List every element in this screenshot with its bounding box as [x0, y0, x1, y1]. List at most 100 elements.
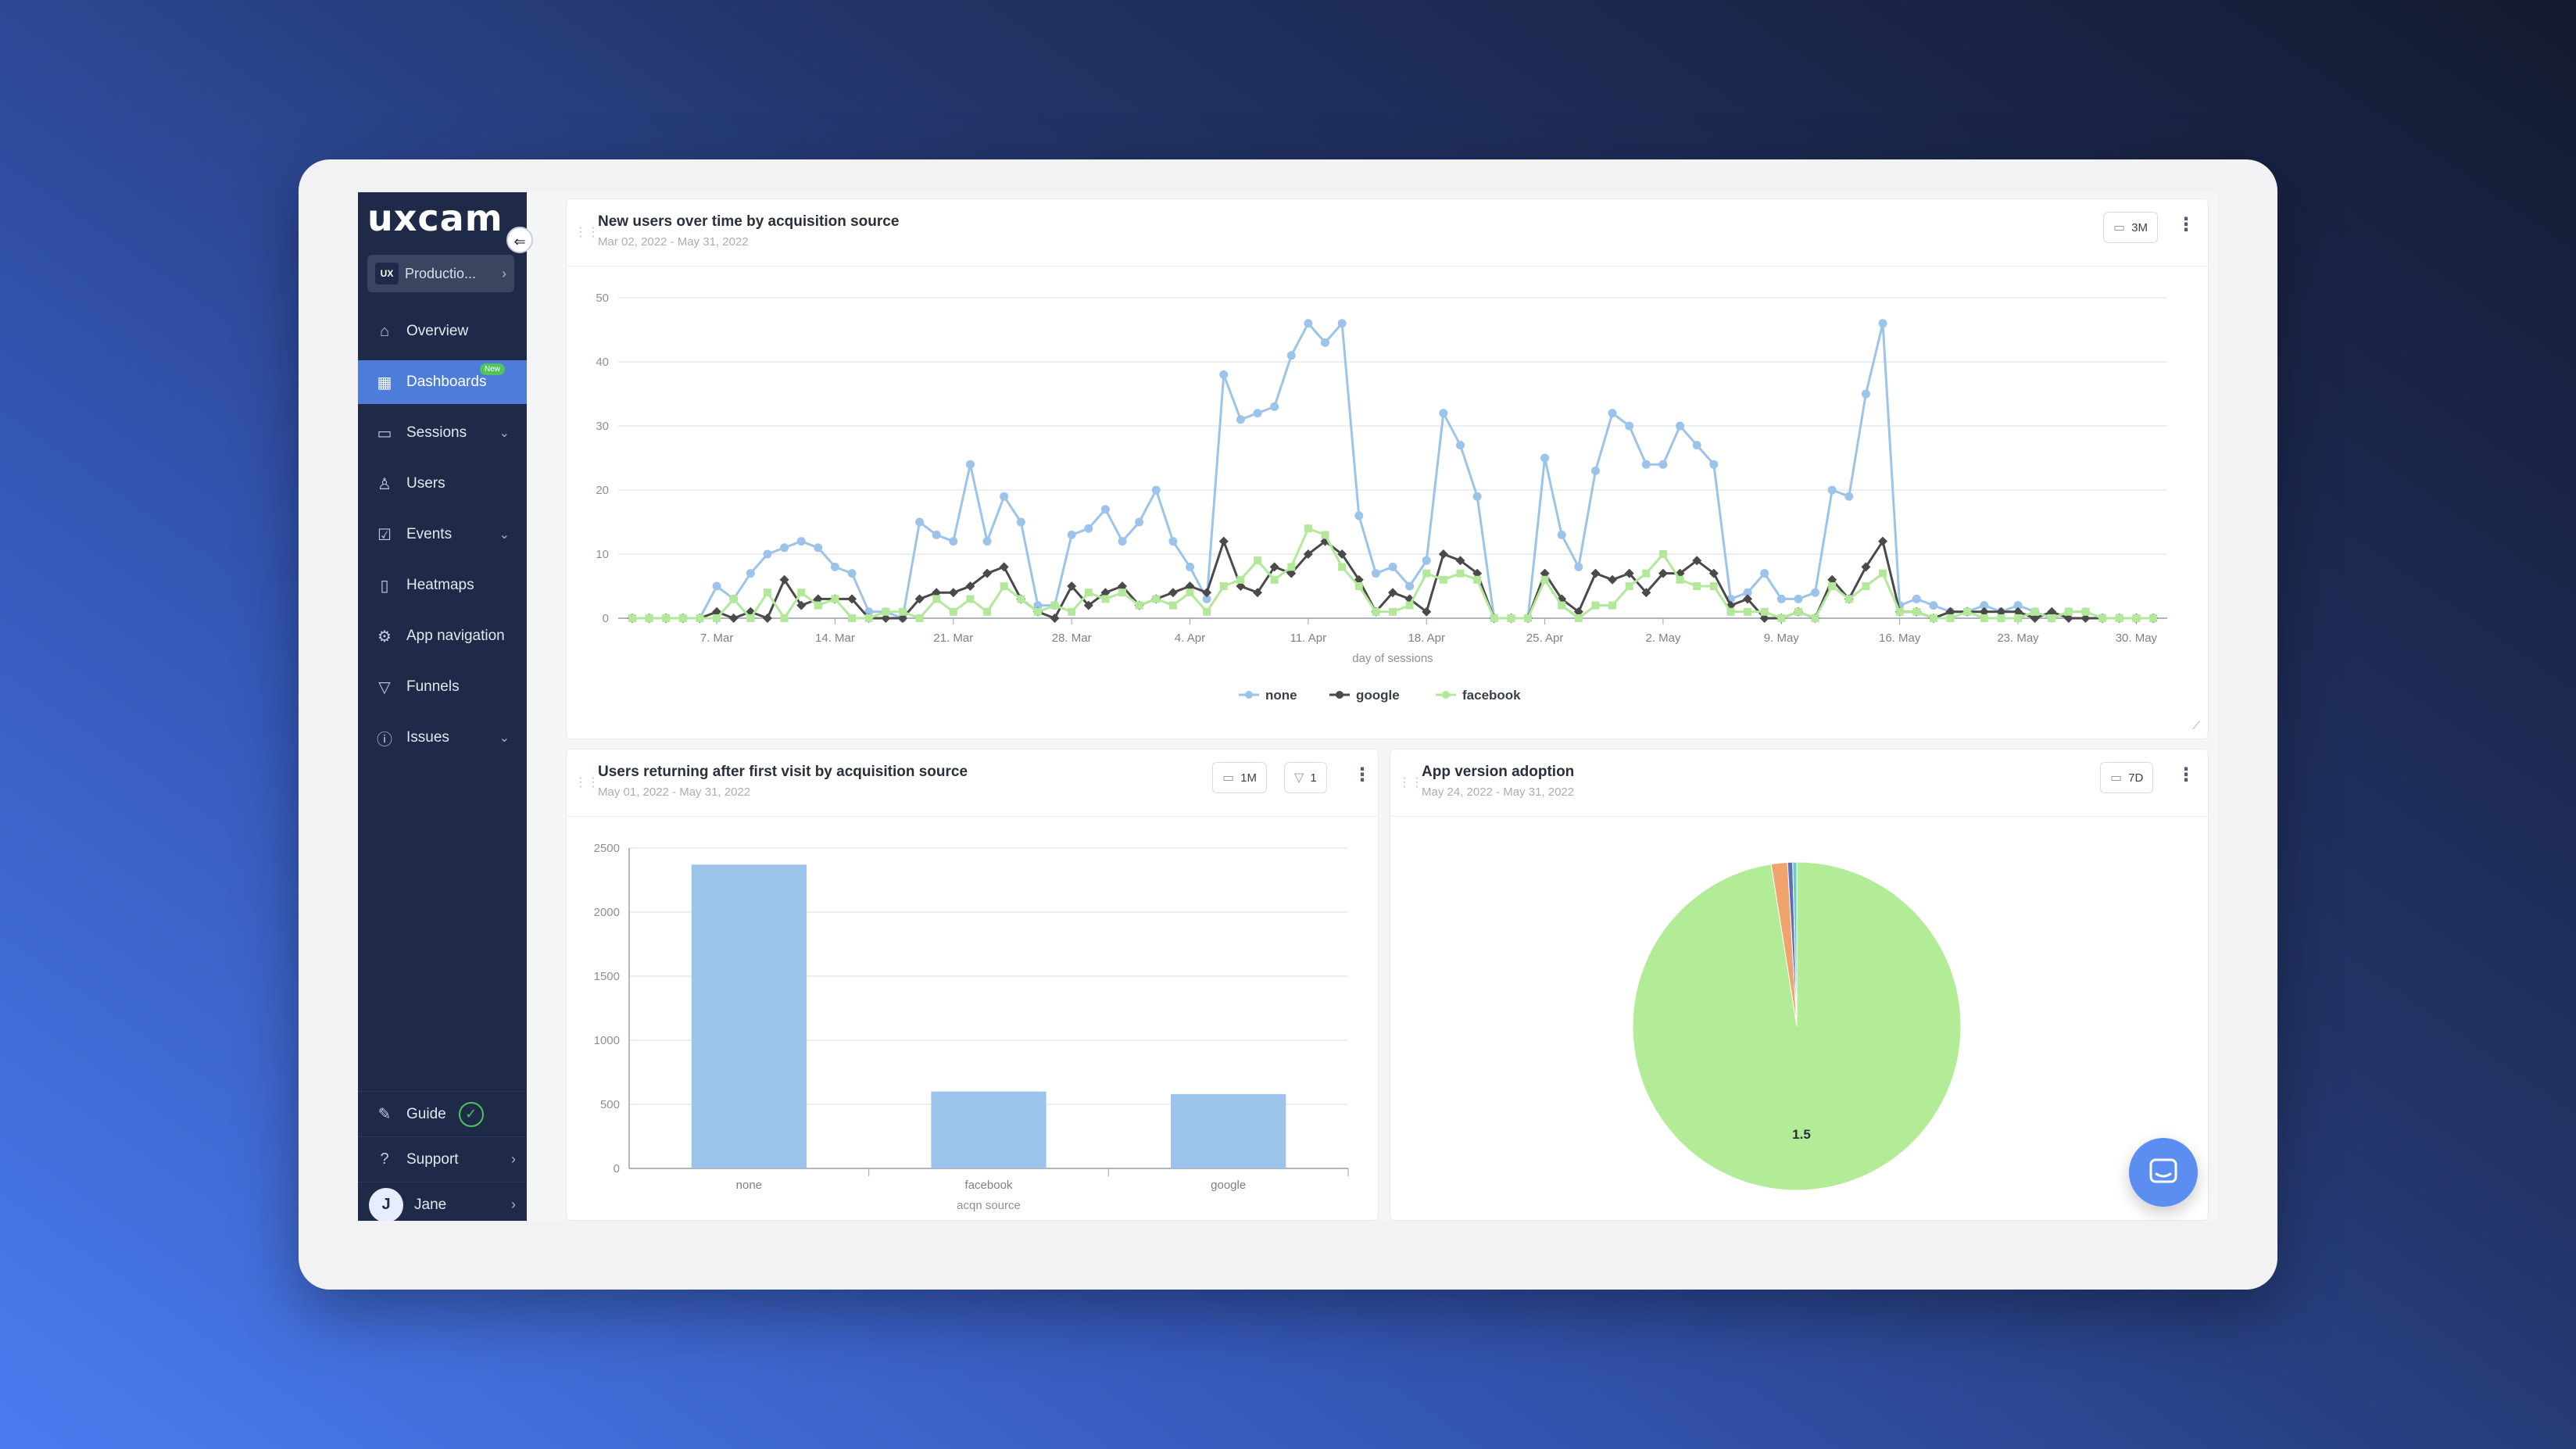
data-point-facebook	[2064, 607, 2073, 616]
card-title: App version adoption	[1422, 764, 1575, 780]
data-point-none	[1641, 460, 1651, 469]
x-tick-label: 14. Mar	[815, 631, 855, 645]
sidebar-item-dashboards[interactable]: ▦ Dashboards New	[358, 360, 527, 404]
sidebar-item-funnels[interactable]: ▽ Funnels	[358, 665, 527, 709]
data-point-google	[1624, 568, 1634, 578]
data-point-facebook	[1439, 575, 1447, 584]
data-point-none	[1270, 402, 1279, 411]
data-point-facebook	[1118, 589, 1127, 597]
drag-handle-icon[interactable]: ⋮⋮	[574, 226, 599, 239]
series-line-facebook	[632, 527, 2153, 621]
data-point-google	[1726, 600, 1736, 610]
pie-slice-3	[1792, 861, 1798, 1027]
data-point-facebook	[1879, 569, 1887, 578]
sidebar-item-support[interactable]: ? Support ›	[358, 1136, 527, 1182]
data-point-facebook	[1963, 607, 1972, 616]
data-point-google	[2013, 606, 2023, 617]
data-point-google	[1236, 581, 1246, 591]
collapse-sidebar-icon[interactable]: ⇐	[506, 227, 533, 253]
sidebar-item-app-navigation[interactable]: ⚙ App navigation	[358, 614, 527, 658]
main-nav: ⌂ Overview ▦ Dashboards New ▭ Sessions ⌄…	[358, 309, 527, 767]
range-label: 1M	[1240, 771, 1257, 785]
drag-handle-icon[interactable]: ⋮⋮	[1398, 776, 1423, 789]
calendar-icon: ▭	[1222, 771, 1235, 785]
data-point-facebook	[1658, 550, 1667, 558]
data-point-google	[1658, 568, 1668, 578]
data-point-google	[1168, 588, 1178, 598]
bar-google	[1171, 1093, 1286, 1168]
users-icon: ♙	[377, 475, 392, 493]
card-title: Users returning after first visit by acq…	[598, 764, 968, 780]
data-point-facebook	[1236, 575, 1245, 584]
data-point-facebook	[1777, 614, 1786, 622]
data-point-facebook	[1676, 575, 1684, 584]
data-point-facebook	[1760, 607, 1769, 616]
y-tick-label: 2000	[594, 906, 620, 919]
sidebar-item-events[interactable]: ☑ Events ⌄	[358, 513, 527, 556]
date-range-button[interactable]: ▭ 1M	[1212, 762, 1267, 793]
data-point-google	[1202, 588, 1212, 598]
data-point-none	[2013, 601, 2023, 610]
data-point-google	[1100, 588, 1111, 598]
sidebar-item-heatmaps[interactable]: ▯ Heatmaps	[358, 564, 527, 607]
sidebar-item-label: Events	[406, 526, 453, 542]
drag-handle-icon[interactable]: ⋮⋮	[574, 776, 599, 789]
data-point-none	[1625, 421, 1634, 431]
chat-support-button[interactable]	[2129, 1138, 2198, 1207]
sidebar-item-overview[interactable]: ⌂ Overview	[358, 309, 527, 353]
sidebar-item-users[interactable]: ♙ Users	[358, 462, 527, 506]
more-options-icon[interactable]: ⋮	[1353, 764, 1372, 785]
x-tick-label: 11. Apr	[1290, 631, 1326, 645]
project-selector[interactable]: UX Productio... ›	[367, 255, 514, 292]
data-point-none	[1929, 601, 1938, 610]
data-point-google	[1540, 568, 1550, 578]
data-point-facebook	[746, 614, 755, 622]
data-point-google	[1050, 614, 1060, 623]
card-date-range: May 01, 2022 - May 31, 2022	[598, 785, 751, 799]
legend-marker	[1336, 691, 1343, 699]
data-point-facebook	[983, 607, 992, 616]
data-point-google	[728, 614, 739, 623]
more-options-icon[interactable]: ⋮	[2177, 764, 2195, 785]
data-point-facebook	[1000, 582, 1008, 590]
data-point-none	[712, 581, 721, 591]
y-tick-label: 40	[596, 356, 609, 369]
more-options-icon[interactable]: ⋮	[2177, 214, 2195, 235]
heatmap-icon: ▯	[380, 577, 389, 595]
data-point-facebook	[797, 589, 806, 597]
pie-slice-label: 1.5	[1792, 1127, 1811, 1142]
x-tick-label: none	[736, 1179, 762, 1192]
bar-none	[691, 864, 807, 1168]
data-point-facebook	[729, 595, 738, 603]
data-point-google	[1743, 594, 1753, 604]
data-point-facebook	[1203, 607, 1211, 616]
data-point-none	[1236, 415, 1245, 424]
data-point-google	[999, 562, 1009, 572]
resize-handle-icon[interactable]: ⟋	[2192, 719, 2200, 732]
y-tick-label: 0	[603, 612, 609, 625]
data-point-none	[1776, 594, 1786, 603]
data-point-none	[1354, 511, 1364, 521]
chevron-right-icon: ›	[502, 265, 506, 281]
sessions-icon: ▭	[377, 424, 392, 442]
user-menu[interactable]: J Jane ›	[358, 1182, 527, 1221]
data-point-none	[1676, 421, 1685, 431]
uxcam-logo[interactable]: uxcam	[367, 197, 503, 239]
x-tick-label: 23. May	[1997, 631, 2039, 645]
data-point-none	[746, 569, 755, 578]
data-point-none	[1084, 524, 1093, 533]
data-point-none	[965, 460, 975, 469]
data-point-facebook	[1304, 524, 1312, 533]
legend-label-facebook: facebook	[1462, 688, 1521, 703]
data-point-facebook	[1354, 582, 1363, 590]
data-point-facebook	[1507, 614, 1515, 622]
chevron-down-icon: ⌄	[499, 528, 510, 542]
data-point-google	[2047, 606, 2057, 617]
project-label: Productio...	[405, 265, 477, 281]
sidebar-item-sessions[interactable]: ▭ Sessions ⌄	[358, 411, 527, 455]
sidebar-item-guide[interactable]: ✎ Guide ✓	[358, 1091, 527, 1136]
date-range-button[interactable]: ▭ 3M	[2103, 212, 2158, 243]
filter-button[interactable]: ▽ 1	[1284, 762, 1327, 793]
sidebar-item-issues[interactable]: ⓘ Issues ⌄	[358, 716, 527, 760]
date-range-button[interactable]: ▭ 7D	[2100, 762, 2154, 793]
